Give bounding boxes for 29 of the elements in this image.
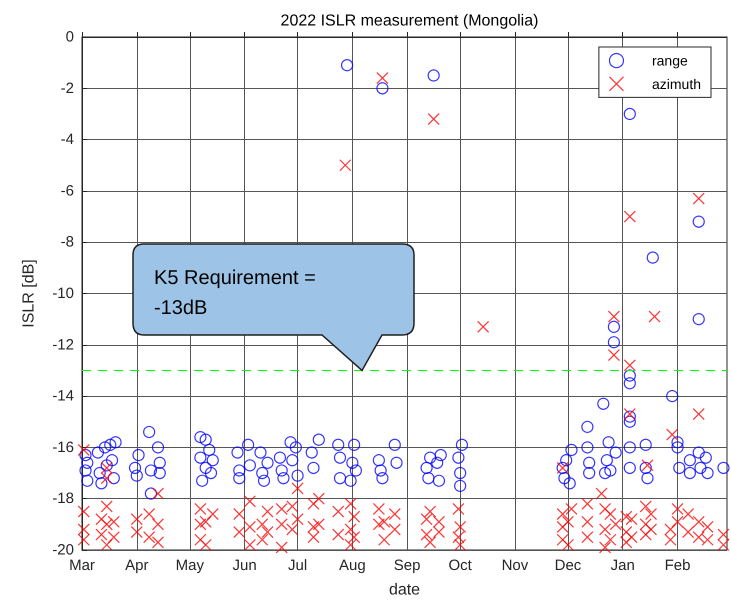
x-tick-label: Sep — [394, 557, 420, 574]
legend-label: azimuth — [652, 76, 702, 92]
x-tick-label: Jun — [232, 557, 257, 574]
x-tick-label: Oct — [448, 557, 473, 574]
y-tick-label: -20 — [52, 542, 74, 558]
chart-title: 2022 ISLR measurement (Mongolia) — [280, 12, 538, 30]
y-tick-label: 0 — [66, 28, 74, 46]
x-tick-label: Nov — [502, 557, 529, 574]
x-tick-label: Apr — [125, 557, 148, 574]
legend-label: range — [652, 52, 688, 69]
x-tick-label: Mar — [69, 557, 95, 574]
y-tick-label: -8 — [60, 234, 74, 251]
y-tick-label: -16 — [52, 438, 74, 456]
ref-line-label: K5 Requirement = -13dB — [154, 266, 317, 321]
x-tick-label: Feb — [664, 557, 690, 574]
y-tick-label: -14 — [52, 388, 74, 405]
y-axis-title: ISLR [dB] — [20, 259, 38, 328]
y-tick-label: -18 — [52, 490, 74, 508]
x-tick-label: Aug — [339, 557, 366, 574]
x-tick-label: May — [176, 557, 204, 574]
x-tick-label: Jan — [610, 557, 635, 574]
x-tick-label: Dec — [554, 557, 582, 574]
y-tick-label: -12 — [52, 336, 74, 354]
x-axis-title: date — [388, 582, 420, 598]
y-tick-label: -6 — [60, 182, 74, 200]
y-tick-label: -4 — [60, 131, 74, 148]
x-tick-label: Jul — [288, 557, 308, 574]
y-tick-label: -10 — [52, 285, 74, 302]
y-tick-label: -2 — [60, 80, 74, 97]
